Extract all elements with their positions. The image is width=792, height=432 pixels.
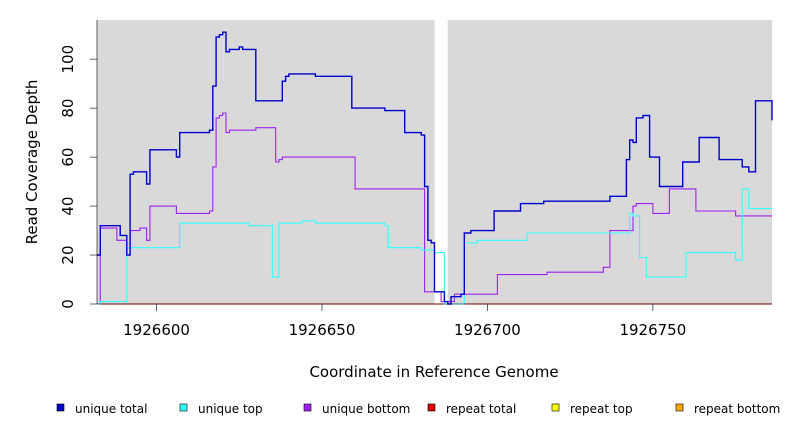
y-axis-ticks: 0 20 40 60 80 100 xyxy=(59,45,97,309)
legend-swatch-unique-total xyxy=(56,403,65,412)
y-tick-label: 80 xyxy=(59,99,77,118)
y-tick-label: 100 xyxy=(59,45,77,74)
y-tick-label: 60 xyxy=(59,148,77,167)
x-axis-title: Coordinate in Reference Genome xyxy=(309,363,558,381)
x-tick-label: 1926600 xyxy=(123,321,190,339)
series-line-unique-bottom xyxy=(97,112,772,305)
legend-swatch-unique-top xyxy=(179,403,188,412)
y-tick-label: 40 xyxy=(59,197,77,216)
y-tick-label: 20 xyxy=(59,245,77,264)
legend-label-unique-top: unique top xyxy=(198,402,263,416)
legend-label-unique-total: unique total xyxy=(75,402,147,416)
legend-label-repeat-top: repeat top xyxy=(570,402,633,416)
legend-swatch-unique-bottom xyxy=(303,403,312,412)
legend-swatch-repeat-top xyxy=(551,403,560,412)
x-tick-label: 1926750 xyxy=(619,321,686,339)
x-tick-label: 1926700 xyxy=(454,321,521,339)
legend-label-unique-bottom: unique bottom xyxy=(322,402,410,416)
y-tick-label: 0 xyxy=(59,299,77,309)
legend-label-repeat-total: repeat total xyxy=(446,402,516,416)
legend: unique total unique top unique bottom repea… xyxy=(56,402,780,416)
legend-swatch-repeat-total xyxy=(427,403,436,412)
legend-label-repeat-bottom: repeat bottom xyxy=(694,402,780,416)
x-axis-ticks: 1926600 1926650 1926700 1926750 xyxy=(123,304,686,339)
gap-region xyxy=(434,20,448,304)
y-axis-title: Read Coverage Depth xyxy=(23,80,41,245)
legend-swatch-repeat-bottom xyxy=(675,403,684,412)
x-tick-label: 1926650 xyxy=(289,321,356,339)
series-line-unique-total xyxy=(97,31,773,305)
